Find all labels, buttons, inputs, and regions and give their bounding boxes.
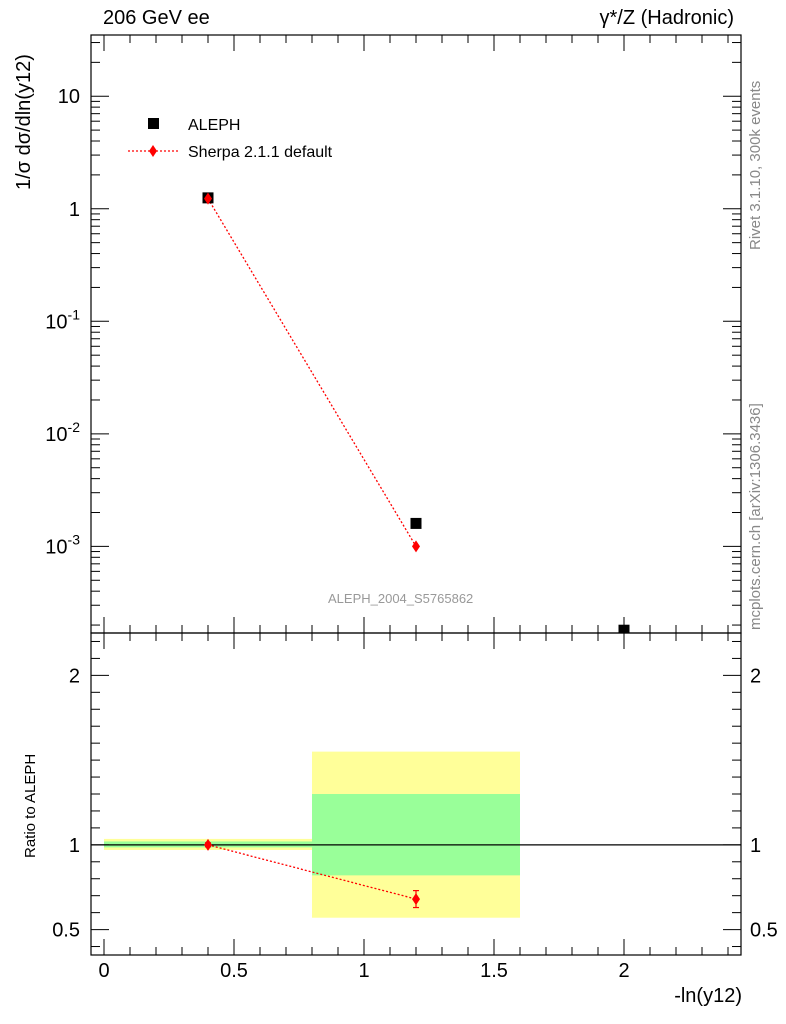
legend-sherpa-label: Sherpa 2.1.1 default [188, 144, 333, 161]
header-right: γ*/Z (Hadronic) [600, 7, 734, 30]
ratio-y-tick-label-r-0: 0.5 [750, 920, 778, 942]
ratio-y-axis-label: Ratio to ALEPH [22, 754, 39, 858]
sherpa-point-0 [204, 192, 212, 205]
legend-sherpa-marker [149, 145, 157, 157]
header-right-suffix: (Hadronic) [635, 7, 734, 29]
x-axis-label: -ln(y12) [674, 985, 742, 1008]
main-y-axis-label-text: 1/σ dσ/dln(y12) [13, 54, 35, 190]
ratio-y-tick-label-l-1: 1 [69, 835, 80, 857]
ratio-y-tick-label-l-0: 0.5 [52, 920, 80, 942]
main-y-tick-label-0: 10-3 [45, 531, 80, 558]
x-tick-label-1: 0.5 [220, 960, 248, 982]
legend-aleph-marker [148, 118, 159, 129]
x-tick-label-3: 1.5 [480, 960, 508, 982]
main-y-tick-label-4: 10 [58, 86, 80, 108]
aleph-point-1 [410, 517, 422, 529]
legend-aleph-label: ALEPH [188, 117, 240, 134]
header-left: 206 GeV ee [103, 7, 210, 29]
main-y-axis-label: 1/σ dσ/dln(y12) [13, 54, 36, 190]
ratio-y-tick-label-r-1: 1 [750, 835, 761, 857]
ratio-sherpa-point-0 [204, 838, 212, 851]
x-tick-label-2: 1 [358, 960, 369, 982]
ratio-band-inner-1 [312, 794, 520, 876]
aleph-point-2 [618, 624, 630, 633]
main-y-tick-label-1: 10-2 [45, 419, 80, 446]
ratio-y-axis-label-text: Ratio to ALEPH [22, 753, 39, 858]
sherpa-line [207, 198, 417, 547]
sherpa-point-1 [412, 540, 420, 553]
ratio-y-tick-label-r-2: 2 [750, 665, 761, 687]
main-y-tick-label-2: 10-1 [45, 306, 80, 333]
x-axis-label-text: -ln(y12) [674, 985, 742, 1007]
header-right-process: γ*/Z [599, 7, 636, 29]
analysis-label: ALEPH_2004_S5765862 [328, 591, 474, 606]
main-y-tick-label-3: 1 [69, 199, 80, 221]
x-tick-label-0: 0 [98, 960, 109, 982]
ratio-y-tick-label-l-2: 2 [69, 665, 80, 687]
ratio-sherpa-point-1 [412, 893, 420, 906]
x-tick-label-4: 2 [618, 960, 629, 982]
